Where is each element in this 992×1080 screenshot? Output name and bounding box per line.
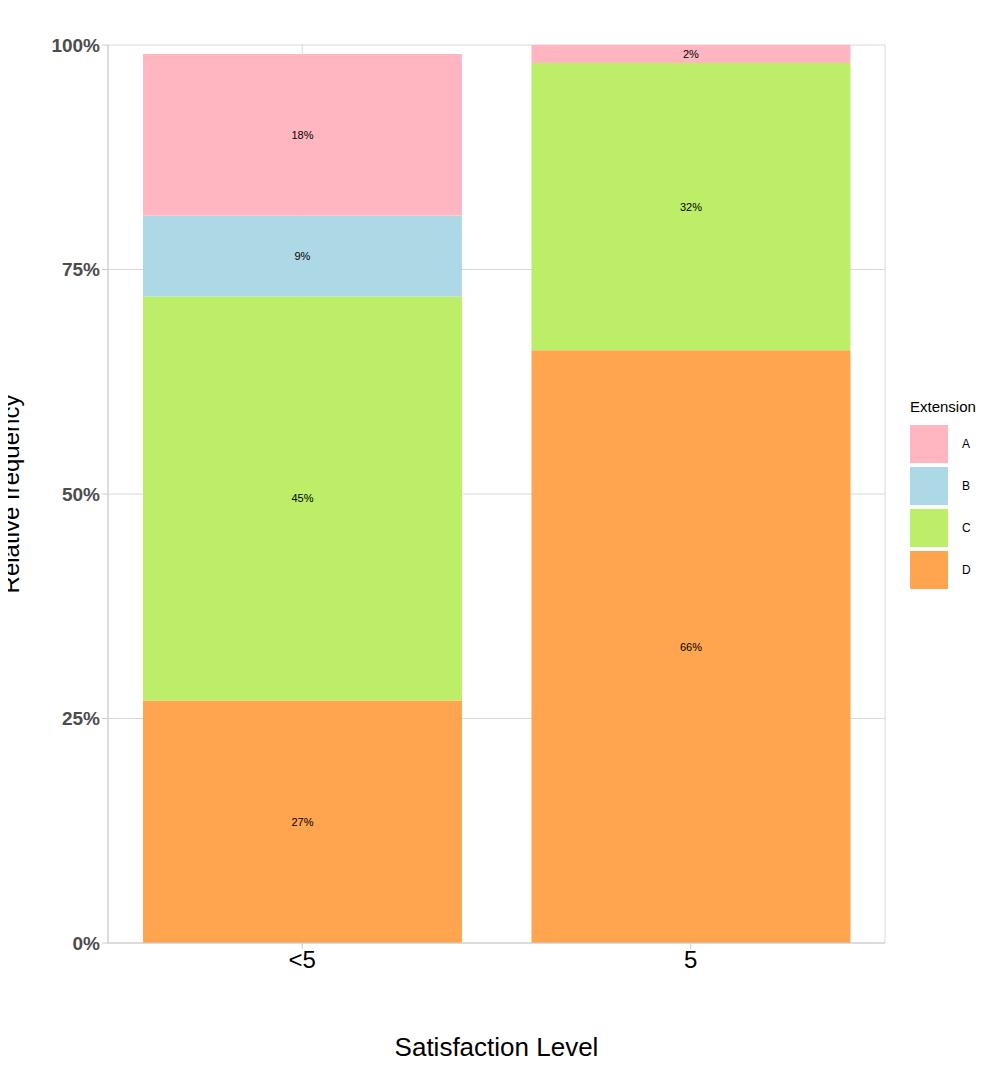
svg-text:45%: 45% <box>291 492 313 504</box>
svg-text:100%: 100% <box>51 35 100 56</box>
svg-text:<5: <5 <box>289 946 316 973</box>
svg-text:75%: 75% <box>62 259 100 280</box>
html-text:B: B <box>962 479 970 493</box>
html-text:Extension: Extension <box>910 398 976 415</box>
svg-text:Relative frequency: Relative frequency <box>8 395 24 594</box>
svg-text:5: 5 <box>684 946 697 973</box>
svg-text:25%: 25% <box>62 708 100 729</box>
svg-text:2%: 2% <box>683 48 699 60</box>
svg-text:66%: 66% <box>680 641 702 653</box>
svg-text:50%: 50% <box>62 484 100 505</box>
svg-text:0%: 0% <box>73 933 101 954</box>
svg-text:9%: 9% <box>295 250 311 262</box>
html-text:C: C <box>962 521 971 535</box>
html-text:D: D <box>962 563 971 577</box>
svg-text:32%: 32% <box>680 201 702 213</box>
svg-text:18%: 18% <box>291 129 313 141</box>
html-text:A: A <box>962 437 970 451</box>
svg-text:27%: 27% <box>291 816 313 828</box>
svg-text:Satisfaction Level: Satisfaction Level <box>395 1032 599 1062</box>
